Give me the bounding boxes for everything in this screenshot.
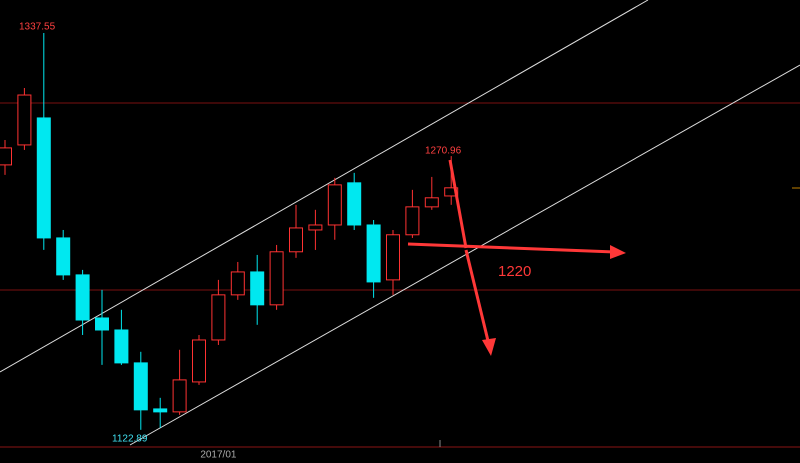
arrow — [448, 159, 468, 249]
candles — [0, 32, 459, 430]
candle-body — [308, 224, 323, 231]
candle-body — [424, 197, 439, 208]
candle-body — [56, 237, 71, 276]
target-label: 1220 — [498, 263, 531, 280]
x-tick-label: 2017/01 — [200, 450, 237, 461]
arrow — [464, 249, 491, 346]
candle-body — [289, 227, 303, 253]
candle-body — [153, 408, 168, 413]
candle-body — [444, 187, 459, 197]
recent-high-label: 1270.96 — [425, 146, 462, 157]
candle-body — [17, 94, 32, 146]
arrow — [407, 242, 616, 254]
candle-body — [269, 251, 284, 306]
arrow-head — [610, 245, 626, 259]
candle-body — [75, 274, 90, 321]
candle-body — [347, 182, 362, 226]
candle-body — [327, 184, 342, 226]
channel-line — [0, 0, 649, 373]
candle-body — [405, 206, 420, 236]
candle-body — [0, 147, 12, 166]
arrows — [407, 159, 626, 356]
candle-body — [250, 271, 265, 306]
candle-body — [211, 294, 226, 341]
candle-body — [114, 329, 129, 364]
arrow-head — [482, 338, 496, 356]
candle-body — [36, 117, 51, 239]
candle-body — [366, 224, 381, 283]
low-label: 1122.89 — [112, 434, 148, 445]
candle-body — [386, 234, 400, 281]
high-label: 1337.55 — [19, 22, 56, 33]
candle-body — [230, 271, 245, 296]
candle-body — [95, 317, 109, 331]
candle-body — [192, 339, 206, 383]
channel-line — [129, 64, 800, 446]
candle-body — [133, 362, 148, 411]
candle-body — [172, 379, 187, 413]
